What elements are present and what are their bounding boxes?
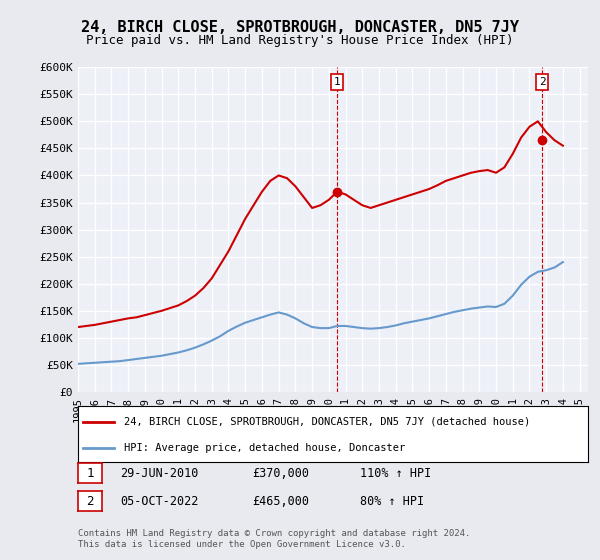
Text: 2: 2 (86, 494, 94, 508)
Text: 1: 1 (334, 77, 340, 87)
Text: 29-JUN-2010: 29-JUN-2010 (120, 466, 199, 480)
Text: 24, BIRCH CLOSE, SPROTBROUGH, DONCASTER, DN5 7JY (detached house): 24, BIRCH CLOSE, SPROTBROUGH, DONCASTER,… (124, 417, 530, 427)
Text: Contains HM Land Registry data © Crown copyright and database right 2024.
This d: Contains HM Land Registry data © Crown c… (78, 529, 470, 549)
Text: 05-OCT-2022: 05-OCT-2022 (120, 494, 199, 508)
Text: Price paid vs. HM Land Registry's House Price Index (HPI): Price paid vs. HM Land Registry's House … (86, 34, 514, 46)
Text: 1: 1 (86, 466, 94, 480)
Text: £370,000: £370,000 (252, 466, 309, 480)
Text: 2: 2 (539, 77, 545, 87)
Text: 80% ↑ HPI: 80% ↑ HPI (360, 494, 424, 508)
Text: £465,000: £465,000 (252, 494, 309, 508)
Text: HPI: Average price, detached house, Doncaster: HPI: Average price, detached house, Donc… (124, 443, 405, 453)
Text: 110% ↑ HPI: 110% ↑ HPI (360, 466, 431, 480)
Text: 24, BIRCH CLOSE, SPROTBROUGH, DONCASTER, DN5 7JY: 24, BIRCH CLOSE, SPROTBROUGH, DONCASTER,… (81, 20, 519, 35)
